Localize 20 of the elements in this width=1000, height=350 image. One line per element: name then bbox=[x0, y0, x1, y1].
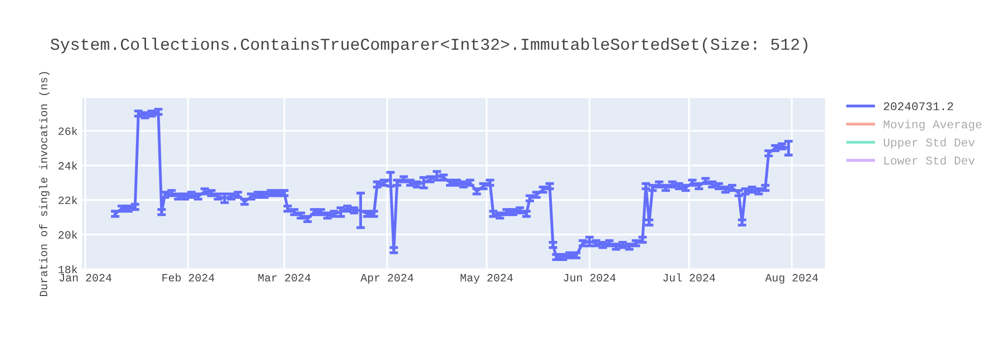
x-tick-label: Jul 2024 bbox=[663, 273, 716, 282]
y-tick-label: 24k bbox=[58, 161, 78, 170]
legend-label: Lower Std Dev bbox=[884, 156, 975, 165]
x-tick-label: Aug 2024 bbox=[765, 274, 818, 284]
chart-title: System.Collections.ContainsTrueComparer<Int32>.ImmutableSortedSet(Size: 512) bbox=[50, 38, 808, 54]
legend-label: 20240731.2 bbox=[884, 102, 954, 110]
x-tick-label: Apr 2024 bbox=[360, 274, 414, 284]
y-tick-label: 22k bbox=[58, 196, 78, 204]
x-tick-label: Feb 2024 bbox=[162, 273, 214, 282]
x-tick-label: Jun 2024 bbox=[564, 274, 616, 282]
x-tick-label: Jan 2024 bbox=[60, 274, 112, 282]
line-series bbox=[114, 110, 790, 260]
y-tick-label: 18k bbox=[58, 265, 78, 274]
legend-label: Upper Std Dev bbox=[884, 138, 975, 149]
y-tick-label: 26k bbox=[58, 126, 78, 135]
y-axis-title: Duration of single invocation (ns) bbox=[39, 72, 50, 296]
x-tick-label: Mar 2024 bbox=[258, 274, 310, 282]
x-tick-label: May 2024 bbox=[460, 274, 513, 284]
y-tick-label: 20k bbox=[58, 230, 78, 239]
legend-label: Moving Average bbox=[884, 120, 982, 131]
